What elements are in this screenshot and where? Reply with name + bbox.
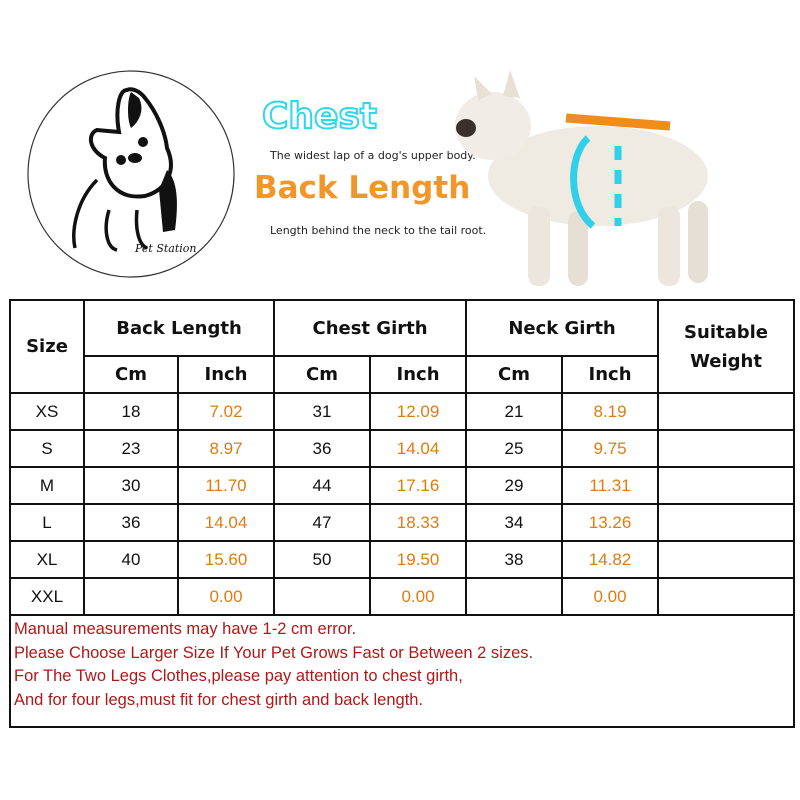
cell-weight xyxy=(657,503,796,542)
pet-station-logo: Pet Station xyxy=(27,70,235,278)
cell-back-in: 0.00 xyxy=(176,577,276,616)
cell-weight xyxy=(657,466,796,505)
cell-neck-cm xyxy=(465,577,564,616)
cell-neck-in: 13.26 xyxy=(561,503,660,542)
cell-back-in: 8.97 xyxy=(176,429,276,468)
chest-girth-header: Chest Girth xyxy=(273,299,468,357)
cell-back-in: 11.70 xyxy=(176,466,276,505)
cell-neck-cm: 21 xyxy=(465,392,564,431)
notes-row: Manual measurements may have 1-2 cm erro… xyxy=(8,614,796,728)
table-row: XL 40 15.60 50 19.50 38 14.82 xyxy=(9,540,796,579)
chest-description: The widest lap of a dog's upper body. xyxy=(270,149,476,162)
cell-size: XXL xyxy=(9,577,85,616)
table-row: M 30 11.70 44 17.16 29 11.31 xyxy=(9,466,796,505)
notes-cell: Manual measurements may have 1-2 cm erro… xyxy=(8,614,796,728)
size-header: Size xyxy=(9,299,85,394)
cell-size: L xyxy=(9,503,85,542)
unit-cm: Cm xyxy=(83,355,179,394)
cell-neck-cm: 38 xyxy=(465,540,564,579)
table-row: S 23 8.97 36 14.04 25 9.75 xyxy=(9,429,796,468)
cell-back-cm: 23 xyxy=(83,429,179,468)
cell-back-cm: 30 xyxy=(83,466,179,505)
cell-chest-cm xyxy=(273,577,372,616)
cell-chest-in: 12.09 xyxy=(369,392,468,431)
cell-back-in: 7.02 xyxy=(176,392,276,431)
cell-chest-in: 19.50 xyxy=(369,540,468,579)
cell-back-cm xyxy=(83,577,179,616)
cell-back-in: 14.04 xyxy=(176,503,276,542)
cell-neck-cm: 25 xyxy=(465,429,564,468)
chest-title: Chest xyxy=(261,95,378,138)
cell-chest-cm: 44 xyxy=(273,466,372,505)
cell-back-in: 15.60 xyxy=(176,540,276,579)
table-row: XS 18 7.02 31 12.09 21 8.19 xyxy=(9,392,796,431)
note-line: And for four legs,must fit for chest gir… xyxy=(14,690,424,709)
cell-neck-in: 0.00 xyxy=(561,577,660,616)
suitable-weight-header: Suitable Weight xyxy=(657,299,796,394)
back-length-description: Length behind the neck to the tail root. xyxy=(270,224,487,237)
table-row: XXL 0.00 0.00 0.00 xyxy=(9,577,796,616)
cell-weight xyxy=(657,392,796,431)
cell-weight xyxy=(657,540,796,579)
cell-neck-cm: 34 xyxy=(465,503,564,542)
unit-inch: Inch xyxy=(561,355,660,394)
unit-cm: Cm xyxy=(273,355,372,394)
cell-chest-cm: 47 xyxy=(273,503,372,542)
cell-back-cm: 40 xyxy=(83,540,179,579)
cell-neck-in: 8.19 xyxy=(561,392,660,431)
unit-cm: Cm xyxy=(465,355,564,394)
cell-chest-in: 0.00 xyxy=(369,577,468,616)
cell-weight xyxy=(657,577,796,616)
note-line: Manual measurements may have 1-2 cm erro… xyxy=(14,620,357,638)
cell-neck-in: 9.75 xyxy=(561,429,660,468)
cell-chest-in: 14.04 xyxy=(369,429,468,468)
unit-inch: Inch xyxy=(176,355,276,394)
cell-neck-in: 14.82 xyxy=(561,540,660,579)
size-chart-table: Size Back Length Chest Girth Neck Girth … xyxy=(8,299,796,728)
cell-back-cm: 18 xyxy=(83,392,179,431)
cell-back-cm: 36 xyxy=(83,503,179,542)
note-line: Please Choose Larger Size If Your Pet Gr… xyxy=(14,643,534,662)
back-length-header: Back Length xyxy=(82,299,276,357)
cell-chest-cm: 50 xyxy=(273,540,372,579)
table-row: L 36 14.04 47 18.33 34 13.26 xyxy=(9,503,796,542)
cell-size: M xyxy=(9,466,85,505)
unit-inch: Inch xyxy=(369,355,468,394)
cell-chest-in: 18.33 xyxy=(369,503,468,542)
back-length-title: Back Length xyxy=(254,170,471,206)
unit-row: Cm Inch Cm Inch Cm Inch xyxy=(10,355,794,394)
cell-neck-cm: 29 xyxy=(465,466,564,505)
dog-measurement-photo xyxy=(455,70,708,286)
cell-weight xyxy=(657,429,796,468)
cell-size: S xyxy=(9,429,85,468)
cell-size: XL xyxy=(9,540,85,579)
cell-chest-in: 17.16 xyxy=(369,466,468,505)
cell-chest-cm: 36 xyxy=(273,429,372,468)
cell-neck-in: 11.31 xyxy=(561,466,660,505)
logo-brand-text: Pet Station xyxy=(134,242,197,255)
header-row: Size Back Length Chest Girth Neck Girth … xyxy=(9,299,796,394)
cell-chest-cm: 31 xyxy=(273,392,372,431)
note-line: For The Two Legs Clothes,please pay atte… xyxy=(14,667,463,685)
cell-size: XS xyxy=(9,392,85,431)
neck-girth-header: Neck Girth xyxy=(465,299,660,357)
